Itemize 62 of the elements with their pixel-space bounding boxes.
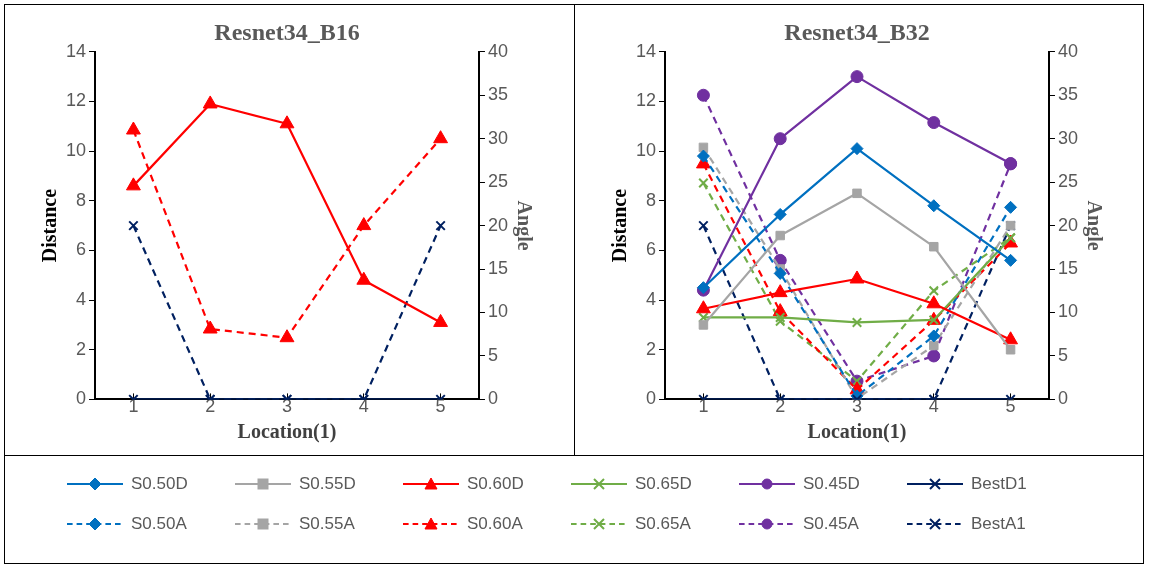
- x-tick-label: 5: [435, 396, 446, 417]
- y-tick-label: 14: [635, 40, 656, 61]
- y2-tick-label: 0: [487, 388, 498, 409]
- y-tick-label: 8: [76, 189, 87, 210]
- x-axis-title: Location(1): [807, 420, 906, 444]
- legend-label: S0.60A: [467, 514, 523, 534]
- legend-label: S0.50D: [131, 474, 188, 494]
- y2-tick-label: 10: [1057, 301, 1078, 322]
- y-tick-label: 0: [645, 388, 656, 409]
- y-tick-label: 14: [65, 40, 87, 61]
- y2-tick-label: 25: [1057, 171, 1078, 192]
- y2-axis-title: Angle: [1082, 200, 1106, 251]
- y2-tick-label: 5: [487, 344, 498, 365]
- y2-tick-label: 20: [1057, 214, 1078, 235]
- legend-label: S0.45D: [803, 474, 860, 494]
- y2-tick-label: 5: [1057, 344, 1068, 365]
- y-tick-label: 0: [76, 388, 87, 409]
- y2-tick-label: 20: [487, 214, 509, 235]
- x-tick-label: 5: [1005, 396, 1016, 417]
- legend-label: BestD1: [971, 474, 1027, 494]
- y-tick-label: 12: [635, 90, 656, 111]
- y-tick-label: 10: [635, 140, 656, 161]
- legend-label: BestA1: [971, 514, 1026, 534]
- legend-label: S0.65D: [635, 474, 692, 494]
- y-axis-title: Distance: [607, 188, 630, 263]
- x-tick-label: 1: [128, 396, 139, 417]
- y-tick-label: 10: [65, 140, 87, 161]
- y-tick-label: 8: [645, 189, 656, 210]
- y2-tick-label: 15: [487, 258, 509, 279]
- legend-label: S0.50A: [131, 514, 187, 534]
- y2-tick-label: 40: [487, 40, 509, 61]
- chart-title: Resnet34_B16: [214, 18, 360, 45]
- x-tick-label: 4: [928, 396, 939, 417]
- y2-tick-label: 30: [1057, 127, 1078, 148]
- y2-tick-label: 35: [1057, 84, 1078, 105]
- x-tick-label: 4: [358, 396, 369, 417]
- y-tick-label: 12: [65, 90, 87, 111]
- y2-tick-label: 15: [1057, 258, 1078, 279]
- y-axis-title: Distance: [38, 188, 61, 263]
- y-tick-label: 2: [645, 338, 656, 359]
- legend-label: S0.45A: [803, 514, 859, 534]
- y-tick-label: 4: [76, 289, 87, 310]
- x-tick-label: 1: [697, 396, 708, 417]
- y-tick-label: 4: [645, 289, 656, 310]
- y2-tick-label: 25: [487, 171, 509, 192]
- y2-tick-label: 10: [487, 301, 509, 322]
- x-axis-title: Location(1): [237, 420, 337, 444]
- x-tick-label: 2: [774, 396, 785, 417]
- y2-axis-title: Angle: [512, 200, 536, 251]
- legend-label: S0.55A: [299, 514, 355, 534]
- x-tick-label: 2: [205, 396, 216, 417]
- legend-label: S0.60D: [467, 474, 524, 494]
- y-tick-label: 6: [645, 239, 656, 260]
- y2-tick-label: 0: [1057, 388, 1068, 409]
- chart-title: Resnet34_B32: [783, 18, 930, 45]
- y2-tick-label: 35: [487, 84, 509, 105]
- y2-tick-label: 30: [487, 127, 509, 148]
- y2-tick-label: 40: [1057, 40, 1078, 61]
- legend-label: S0.55D: [299, 474, 356, 494]
- y-tick-label: 6: [76, 239, 87, 260]
- y-tick-label: 2: [76, 338, 87, 359]
- legend-label: S0.65A: [635, 514, 691, 534]
